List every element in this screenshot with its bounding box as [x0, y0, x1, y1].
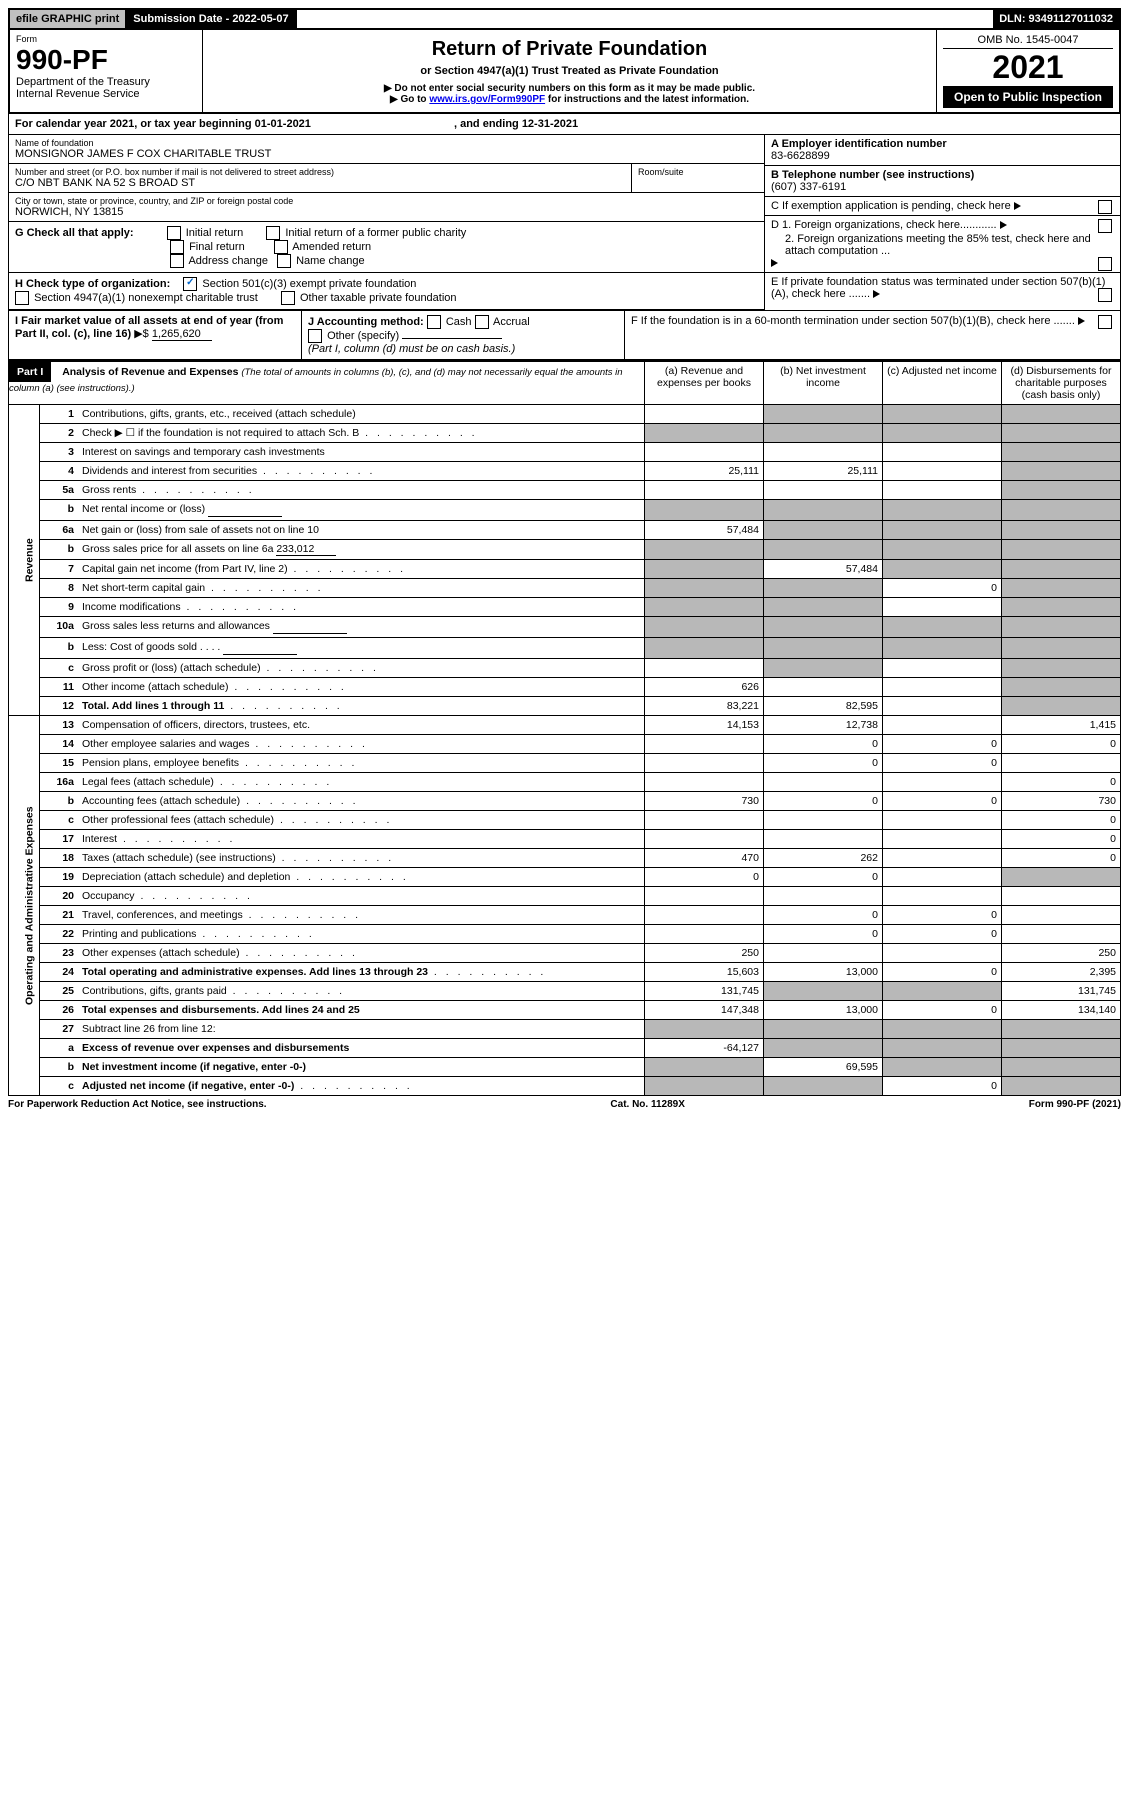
other-method-checkbox[interactable] [308, 329, 322, 343]
irs-label: Internal Revenue Service [16, 88, 196, 100]
i-j-f-row: I Fair market value of all assets at end… [8, 311, 1121, 360]
phone-label: B Telephone number (see instructions) [771, 169, 974, 181]
gross-sales-input[interactable] [273, 620, 347, 634]
initial-return-checkbox[interactable] [167, 226, 181, 240]
exemption-checkbox[interactable] [1098, 200, 1112, 214]
open-public-badge: Open to Public Inspection [943, 86, 1113, 108]
arrow-icon [1000, 221, 1007, 229]
part1-table: Part I Analysis of Revenue and Expenses … [8, 361, 1121, 1096]
85pct-checkbox[interactable] [1098, 257, 1112, 271]
room-label: Room/suite [638, 167, 758, 177]
col-b-header: (b) Net investment income [764, 362, 883, 405]
irs-link[interactable]: www.irs.gov/Form990PF [429, 94, 545, 105]
form-title: Return of Private Foundation [209, 38, 930, 61]
calendar-year-row: For calendar year 2021, or tax year begi… [8, 114, 1121, 135]
dept-label: Department of the Treasury [16, 76, 196, 88]
terminated-checkbox[interactable] [1098, 288, 1112, 302]
submission-date: Submission Date - 2022-05-07 [127, 10, 296, 28]
foundation-name: MONSIGNOR JAMES F COX CHARITABLE TRUST [15, 148, 758, 160]
city-label: City or town, state or province, country… [15, 196, 758, 206]
form-subtitle: or Section 4947(a)(1) Trust Treated as P… [209, 65, 930, 77]
part1-badge: Part I [9, 362, 51, 382]
arrow-icon [771, 259, 778, 267]
accounting-label: J Accounting method: [308, 316, 424, 328]
addr-change-checkbox[interactable] [170, 254, 184, 268]
tax-year: 2021 [943, 49, 1113, 86]
d2-label: 2. Foreign organizations meeting the 85%… [771, 233, 1114, 257]
exemption-label: C If exemption application is pending, c… [771, 200, 1011, 212]
form-header: Form 990-PF Department of the Treasury I… [8, 30, 1121, 114]
g-check-row: G Check all that apply: Initial return I… [9, 222, 764, 273]
cogs-input[interactable] [223, 641, 297, 655]
cat-number: Cat. No. 11289X [610, 1099, 684, 1110]
name-label: Name of foundation [15, 138, 758, 148]
final-return-checkbox[interactable] [170, 240, 184, 254]
phone-value: (607) 337-6191 [771, 181, 846, 193]
name-change-checkbox[interactable] [277, 254, 291, 268]
cash-checkbox[interactable] [427, 315, 441, 329]
paperwork-notice: For Paperwork Reduction Act Notice, see … [8, 1099, 267, 1110]
page-footer: For Paperwork Reduction Act Notice, see … [8, 1096, 1121, 1110]
foreign-org-checkbox[interactable] [1098, 219, 1112, 233]
addr-label: Number and street (or P.O. box number if… [15, 167, 625, 177]
goto-note: ▶ Go to www.irs.gov/Form990PF for instru… [209, 94, 930, 105]
60month-checkbox[interactable] [1098, 315, 1112, 329]
4947-checkbox[interactable] [15, 291, 29, 305]
501c3-checkbox[interactable] [183, 277, 197, 291]
ein-label: A Employer identification number [771, 138, 947, 150]
col-d-header: (d) Disbursements for charitable purpose… [1002, 362, 1121, 405]
arrow-icon [873, 290, 880, 298]
initial-former-checkbox[interactable] [266, 226, 280, 240]
revenue-side-label: Revenue [9, 405, 40, 716]
ein-value: 83-6628899 [771, 150, 830, 162]
foundation-address: C/O NBT BANK NA 52 S BROAD ST [15, 177, 625, 189]
arrow-icon [1014, 202, 1021, 210]
efile-button[interactable]: efile GRAPHIC print [10, 10, 127, 28]
form-label: Form [16, 34, 196, 44]
foundation-info: Name of foundation MONSIGNOR JAMES F COX… [8, 135, 1121, 311]
accrual-checkbox[interactable] [475, 315, 489, 329]
expenses-side-label: Operating and Administrative Expenses [9, 716, 40, 1096]
dln-label: DLN: 93491127011032 [993, 10, 1119, 28]
net-rental-input[interactable] [208, 503, 282, 517]
cash-basis-note: (Part I, column (d) must be on cash basi… [308, 343, 515, 355]
amended-checkbox[interactable] [274, 240, 288, 254]
other-taxable-checkbox[interactable] [281, 291, 295, 305]
foundation-city: NORWICH, NY 13815 [15, 206, 758, 218]
col-c-header: (c) Adjusted net income [883, 362, 1002, 405]
top-bar: efile GRAPHIC print Submission Date - 20… [8, 8, 1121, 30]
fmv-label: I Fair market value of all assets at end… [15, 315, 283, 340]
fmv-value: 1,265,620 [152, 328, 212, 341]
e-label: E If private foundation status was termi… [771, 276, 1105, 300]
h-check-row: H Check type of organization: Section 50… [9, 273, 764, 310]
part1-table-wrap: Part I Analysis of Revenue and Expenses … [8, 360, 1121, 1096]
ssn-note: ▶ Do not enter social security numbers o… [209, 83, 930, 94]
f-label: F If the foundation is in a 60-month ter… [631, 315, 1075, 327]
form-number: 990-PF [16, 44, 196, 76]
form-footer-label: Form 990-PF (2021) [1029, 1099, 1121, 1110]
omb-number: OMB No. 1545-0047 [943, 34, 1113, 49]
d1-label: D 1. Foreign organizations, check here..… [771, 219, 997, 231]
col-a-header: (a) Revenue and expenses per books [645, 362, 764, 405]
arrow-icon [1078, 317, 1085, 325]
